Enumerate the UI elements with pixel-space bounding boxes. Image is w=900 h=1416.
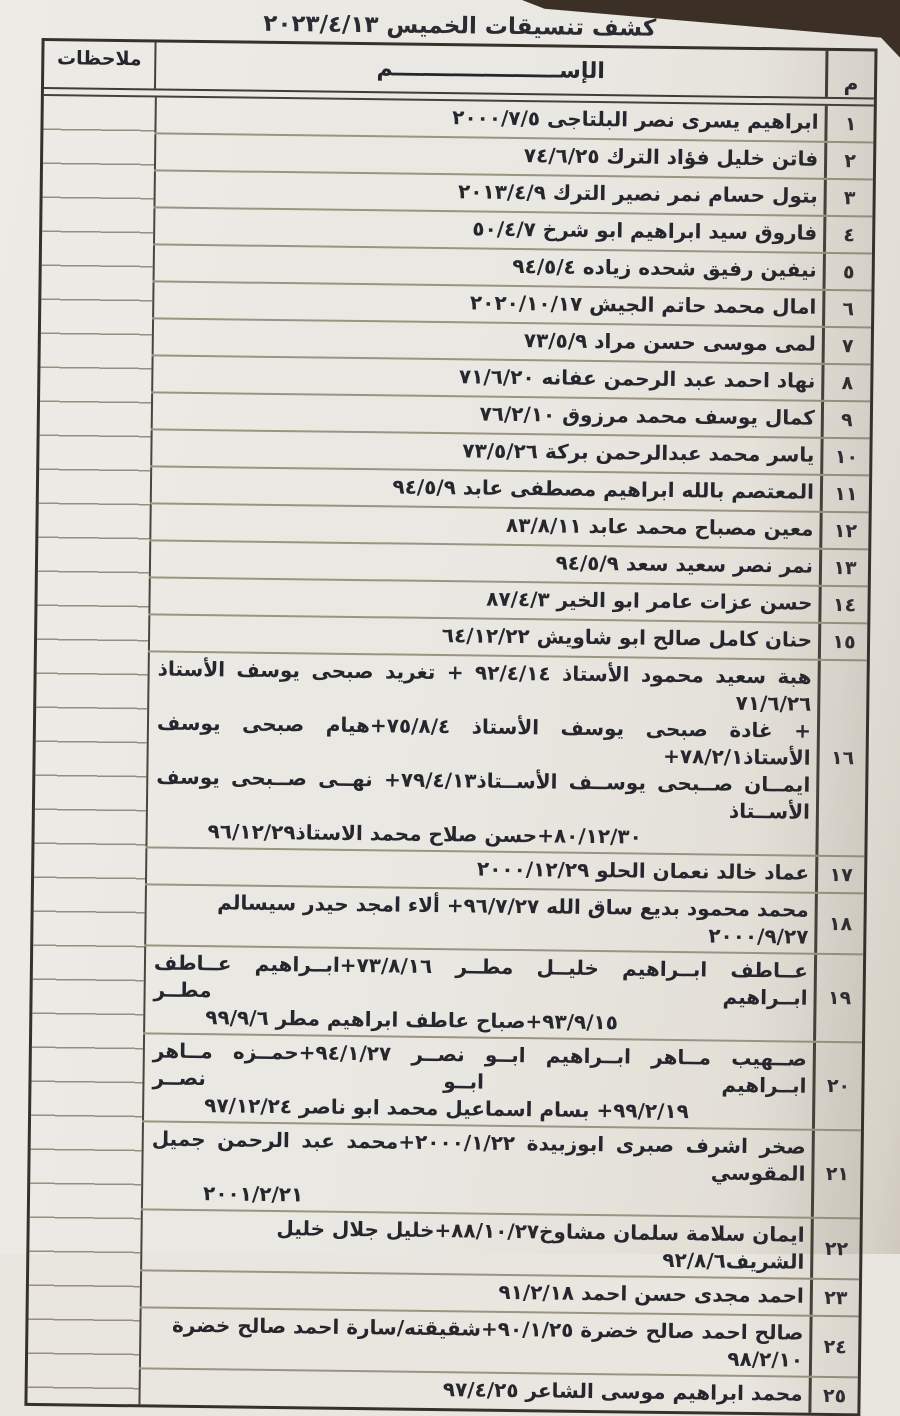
row-number: ١٠: [820, 438, 870, 475]
name-line: صــهيب مــاهر ابــراهيم ابــو نصــر ٩٤/١…: [152, 1038, 807, 1098]
row-name-cell: كمال يوسف محمد مرزوق ٧٦/٢/١٠: [150, 393, 822, 437]
row-name-cell: عماد خالد نعمان الحلو ٢٠٠٠/١٢/٢٩: [144, 848, 816, 892]
photographed-document: { "page": { "title": "كشف تنسيقات الخميس…: [0, 0, 900, 1254]
row-number: ٤: [822, 216, 873, 253]
name-line: معين مصباح محمد عابد ٨٣/٨/١١: [505, 512, 814, 541]
row-name-cell: نمر نصر سعيد سعد ٩٤/٥/٩: [148, 541, 820, 585]
row-name-cell: ياسر محمد عبدالرحمن بركة ٧٣/٥/٢٦: [150, 430, 821, 474]
row-name-cell: صخر اشرف صبرى ابوزبيدة ٢٠٠٠/١/٢٢+محمد عب…: [140, 1122, 812, 1217]
row-number: ١٩: [813, 954, 864, 1042]
table-row: ٢١ صخر اشرف صبرى ابوزبيدة ٢٠٠٠/١/٢٢+محمد …: [140, 1122, 861, 1220]
row-number: ١٤: [818, 586, 868, 623]
row-name-cell: نيفين رفيق شحده زياده ٩٤/٥/٤: [152, 245, 823, 289]
name-line: المعتصم بالله ابراهيم مصطفى عابد ٩٤/٥/٩: [392, 474, 815, 504]
row-name-cell: صالح احمد صالح خضرة ٩٠/١/٢٥+شقيقته/سارة …: [138, 1308, 810, 1376]
row-number: ١: [824, 105, 874, 142]
name-line: + غادة صبحى يوسف الأستاذ ٧٥/٨/٤+هيام صبح…: [156, 710, 812, 770]
name-line: ايمان سلامة سلمان مشاوخ٨٨/١٠/٢٧+خليل جلا…: [276, 1216, 805, 1274]
row-number: ٢٥: [808, 1377, 858, 1414]
table-rows: ١ ابراهيم يسرى نصر البلتاجى ٢٠٠٠/٧/٥ ٢ فاتن…: [138, 97, 874, 1414]
header-name: الإســــــــــــــــــــــم: [153, 42, 826, 97]
notes-column: [27, 96, 155, 1405]
row-number: ٢٢: [810, 1218, 860, 1279]
name-line: احمد مجدى حسن احمد ٩١/٢/١٨: [498, 1279, 805, 1308]
row-name-cell: ابراهيم يسرى نصر البلتاجى ٢٠٠٠/٧/٥: [154, 97, 825, 141]
row-number: ١١: [819, 475, 870, 512]
name-line: فاتن خليل فؤاد الترك ٧٤/٦/٢٥: [523, 143, 819, 171]
table-row: ١٩ عــاطف ابــراهيم خليــل مطــر ٧٣/٨/١٦+…: [143, 946, 864, 1044]
name-line: عــاطف ابــراهيم خليــل مطــر ٧٣/٨/١٦+اب…: [153, 950, 809, 1010]
row-name-cell: ايمان سلامة سلمان مشاوخ٨٨/١٠/٢٧+خليل جلا…: [140, 1210, 811, 1278]
row-number: ٥: [822, 253, 872, 290]
row-number: ٩: [820, 401, 871, 438]
name-line: فاروق سيد ابراهيم ابو شرخ ٥٠/٤/٧: [472, 216, 818, 245]
row-number: ٢: [823, 142, 874, 179]
name-line: حسن عزات عامر ابو الخير ٨٧/٤/٣: [486, 586, 813, 615]
row-number: ٧: [821, 327, 872, 364]
name-line: نمر نصر سعيد سعد ٩٤/٥/٩: [555, 550, 814, 578]
name-line: هبة سعيد محمود الأستاذ ٩٢/٤/١٤ + تغريد ص…: [157, 656, 812, 716]
name-line: محمد محمود بديع ساق الله ٩٦/٧/٢٧+ ألاء ا…: [217, 890, 809, 949]
row-number: ١٢: [819, 512, 869, 549]
name-line: نيفين رفيق شحده زياده ٩٤/٥/٤: [512, 253, 817, 282]
row-number: ٢١: [810, 1130, 861, 1218]
header-number: م: [824, 50, 875, 98]
row-name-cell: معين مصباح محمد عابد ٨٣/٨/١١: [149, 504, 820, 548]
name-line: لمى موسى حسن مراد ٧٣/٥/٩: [523, 328, 816, 356]
table-row: ٢٢ ايمان سلامة سلمان مشاوخ٨٨/١٠/٢٧+خليل ج…: [140, 1210, 860, 1281]
document-content: كشف تنسيقات الخميس ٢٠٢٣/٤/١٣ م الإســـــ…: [24, 6, 878, 1416]
row-name-cell: لمى موسى حسن مراد ٧٣/٥/٩: [151, 319, 823, 363]
table-row: ١٨ محمد محمود بديع ساق الله ٩٦/٧/٢٧+ ألاء…: [144, 885, 864, 956]
name-line: صخر اشرف صبرى ابوزبيدة ٢٠٠٠/١/٢٢+محمد عب…: [151, 1126, 806, 1186]
row-name-cell: فاتن خليل فؤاد الترك ٧٤/٦/٢٥: [153, 134, 825, 178]
table-row: ١٦ هبة سعيد محمود الأستاذ ٩٢/٤/١٤ + تغريد…: [145, 652, 867, 858]
name-line: حنان كامل صالح ابو شاويش ٦٤/١٢/٢٢: [441, 623, 813, 652]
row-name-cell: محمد ابراهيم موسى الشاعر ٩٧/٤/٢٥: [138, 1369, 809, 1413]
row-name-cell: نهاد احمد عبد الرحمن عفانه ٧١/٦/٢٠: [151, 356, 822, 400]
header-notes: ملاحظات: [56, 47, 142, 71]
row-number: ١٦: [815, 660, 867, 856]
row-name-cell: امال محمد حاتم الجيش ٢٠٢٠/١٠/١٧: [152, 282, 823, 326]
name-line: كمال يوسف محمد مرزوق ٧٦/٢/١٠: [479, 401, 816, 430]
name-line: نهاد احمد عبد الرحمن عفانه ٧١/٦/٢٠: [458, 364, 816, 393]
table-row: ٢٠ صــهيب مــاهر ابــراهيم ابــو نصــر ٩٤…: [141, 1034, 863, 1132]
row-name-cell: بتول حسام نمر نصير الترك ٢٠١٣/٤/٩: [153, 171, 824, 215]
row-name-cell: حسن عزات عامر ابو الخير ٨٧/٤/٣: [148, 578, 819, 622]
name-line: بتول حسام نمر نصير الترك ٢٠١٣/٤/٩: [457, 179, 818, 208]
row-number: ١٧: [814, 856, 865, 893]
row-number: ٢٣: [809, 1279, 860, 1316]
table-body: ١ ابراهيم يسرى نصر البلتاجى ٢٠٠٠/٧/٥ ٢ فاتن…: [27, 96, 874, 1414]
name-line: امال محمد حاتم الجيش ٢٠٢٠/١٠/١٧: [469, 290, 817, 319]
name-line: ابراهيم يسرى نصر البلتاجى ٢٠٠٠/٧/٥: [452, 105, 819, 134]
name-line: صالح احمد صالح خضرة ٩٠/١/٢٥+شقيقته/سارة …: [171, 1312, 804, 1372]
row-name-cell: المعتصم بالله ابراهيم مصطفى عابد ٩٤/٥/٩: [149, 467, 821, 511]
row-number: ٣: [823, 179, 873, 216]
row-name-cell: حنان كامل صالح ابو شاويش ٦٤/١٢/٢٢: [147, 615, 819, 659]
name-line: ياسر محمد عبدالرحمن بركة ٧٣/٥/٢٦: [462, 438, 815, 467]
row-name-cell: صــهيب مــاهر ابــراهيم ابــو نصــر ٩٤/١…: [142, 1034, 814, 1129]
table-row: ٢٤ صالح احمد صالح خضرة ٩٠/١/٢٥+شقيقته/سار…: [138, 1308, 859, 1379]
row-name-cell: محمد محمود بديع ساق الله ٩٦/٧/٢٧+ ألاء ا…: [144, 885, 815, 953]
row-name-cell: هبة سعيد محمود الأستاذ ٩٢/٤/١٤ + تغريد ص…: [145, 652, 818, 855]
row-number: ١٥: [817, 623, 868, 660]
row-name-cell: فاروق سيد ابراهيم ابو شرخ ٥٠/٤/٧: [153, 208, 824, 252]
name-line: عماد خالد نعمان الحلو ٢٠٠٠/١٢/٢٩: [476, 856, 810, 885]
row-name-cell: عــاطف ابــراهيم خليــل مطــر ٧٣/٨/١٦+اب…: [143, 946, 815, 1041]
row-number: ٢٠: [811, 1042, 863, 1130]
name-line: ايمــان صــبحى يوســف الأســتاذ٧٩/٤/١٣+ …: [156, 764, 811, 824]
row-number: ١٣: [818, 549, 869, 586]
row-number: ١٨: [814, 893, 864, 954]
row-number: ٢٤: [808, 1316, 859, 1377]
row-name-cell: احمد مجدى حسن احمد ٩١/٢/١٨: [139, 1271, 811, 1315]
row-number: ٨: [821, 364, 871, 401]
row-number: ٦: [822, 290, 872, 327]
name-line: محمد ابراهيم موسى الشاعر ٩٧/٤/٢٥: [442, 1377, 803, 1406]
